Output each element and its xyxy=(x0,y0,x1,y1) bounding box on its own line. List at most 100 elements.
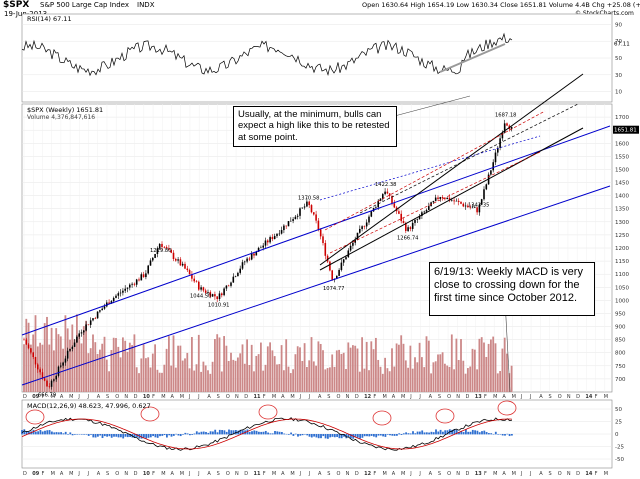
candle-body xyxy=(250,253,253,260)
volume-bar xyxy=(308,360,311,392)
macd-hist-bar xyxy=(168,434,171,436)
month-label: A xyxy=(429,471,433,477)
price-tick-label: 1400 xyxy=(615,194,629,200)
macd-hist-bar xyxy=(366,434,368,437)
volume-bar xyxy=(232,359,235,392)
month-label: M xyxy=(69,394,73,400)
month-label: J xyxy=(308,471,310,477)
volume-bar xyxy=(214,339,216,392)
macd-hist-bar xyxy=(23,429,26,435)
macd-hist-bar xyxy=(161,434,164,436)
macd-hist-bar xyxy=(62,433,65,435)
month-label: A xyxy=(207,471,211,477)
volume-bar xyxy=(352,345,354,392)
candle-body xyxy=(154,254,156,258)
macd-hist-bar xyxy=(51,431,53,435)
macd-hist-bar xyxy=(469,431,472,435)
month-label: N xyxy=(346,471,350,477)
month-label: 11 xyxy=(253,394,260,400)
macd-hist-bar xyxy=(255,430,258,435)
candle-body xyxy=(294,216,297,220)
month-label: S xyxy=(548,471,551,477)
candle-body xyxy=(152,257,154,261)
candle-body xyxy=(471,207,474,209)
macd-hist-bar xyxy=(421,430,424,435)
volume-bar xyxy=(358,371,361,392)
month-label: 11 xyxy=(253,471,260,477)
candle-body xyxy=(41,372,44,379)
ohlc-readout: Open 1630.64 High 1654.19 Low 1630.34 Cl… xyxy=(362,1,640,9)
volume-bar xyxy=(301,360,304,392)
month-label: J xyxy=(87,394,89,400)
month-label: M xyxy=(604,394,608,400)
candle-body xyxy=(115,295,117,298)
volume-bar xyxy=(404,360,407,392)
macd-hist-bar xyxy=(41,431,44,435)
rsi-label: RSI(14) 67.11 xyxy=(27,15,72,23)
volume-bar xyxy=(32,334,35,392)
candle-body xyxy=(241,262,244,269)
volume-bar xyxy=(365,341,368,392)
candle-body xyxy=(32,352,34,358)
month-label: 14 xyxy=(585,471,592,477)
month-label: O xyxy=(447,471,451,477)
macd-hist-bar xyxy=(177,434,180,436)
volume-bar xyxy=(142,344,145,392)
volume-bar xyxy=(480,337,483,392)
trend-channel-line xyxy=(21,125,611,336)
month-label: 13 xyxy=(475,394,482,400)
volume-bar xyxy=(62,348,64,392)
candle-body xyxy=(138,279,140,281)
candle-body xyxy=(227,285,230,287)
candle-body xyxy=(402,221,405,223)
candle-body xyxy=(223,288,225,296)
chart-symbol: $SPX xyxy=(3,0,30,10)
candle-body xyxy=(462,203,465,207)
macd-hist-bar xyxy=(106,434,108,437)
macd-hist-bar xyxy=(251,431,253,435)
volume-bar xyxy=(94,342,97,392)
volume-bar xyxy=(23,344,25,392)
candle-body xyxy=(34,357,37,365)
macd-hist-bar xyxy=(74,434,76,435)
macd-hist-bar xyxy=(120,434,122,438)
volume-bar xyxy=(218,337,221,392)
price-tick-label: 1150 xyxy=(615,259,629,265)
candle-body xyxy=(110,301,113,304)
volume-bar xyxy=(161,372,163,392)
month-label: J xyxy=(188,471,190,477)
candle-body xyxy=(384,191,386,195)
month-label: N xyxy=(456,394,460,400)
month-label: A xyxy=(281,394,285,400)
volume-bar xyxy=(467,368,469,392)
macd-hist-bar xyxy=(55,432,58,435)
macd-hist-bar xyxy=(145,434,148,439)
macd-hist-bar xyxy=(48,430,51,435)
macd-hist-bar xyxy=(184,432,187,435)
candle-body xyxy=(149,260,152,266)
volume-bar xyxy=(427,340,430,392)
pivot-label: 1266.74 xyxy=(397,236,419,242)
volume-bar xyxy=(400,335,403,392)
month-label: J xyxy=(188,394,190,400)
candle-body xyxy=(405,222,407,231)
candle-body xyxy=(255,251,258,256)
macd-tick-label: 25 xyxy=(615,420,622,426)
candle-body xyxy=(140,274,143,281)
month-label: 12 xyxy=(364,471,371,477)
month-label: S xyxy=(327,394,330,400)
month-label: F xyxy=(263,471,266,477)
candle-body xyxy=(451,200,453,202)
month-label: F xyxy=(484,471,487,477)
candle-body xyxy=(292,219,294,221)
candle-body xyxy=(37,364,39,370)
month-label: A xyxy=(392,471,396,477)
macd-hist-bar xyxy=(163,434,166,436)
pivot-label: 1219.80 xyxy=(150,248,171,254)
macd-hist-bar xyxy=(69,432,72,435)
price-tick-label: 900 xyxy=(615,325,626,331)
candle-body xyxy=(494,152,497,163)
macd-hist-bar xyxy=(221,430,223,435)
candle-body xyxy=(57,366,60,376)
volume-bar xyxy=(80,343,83,392)
